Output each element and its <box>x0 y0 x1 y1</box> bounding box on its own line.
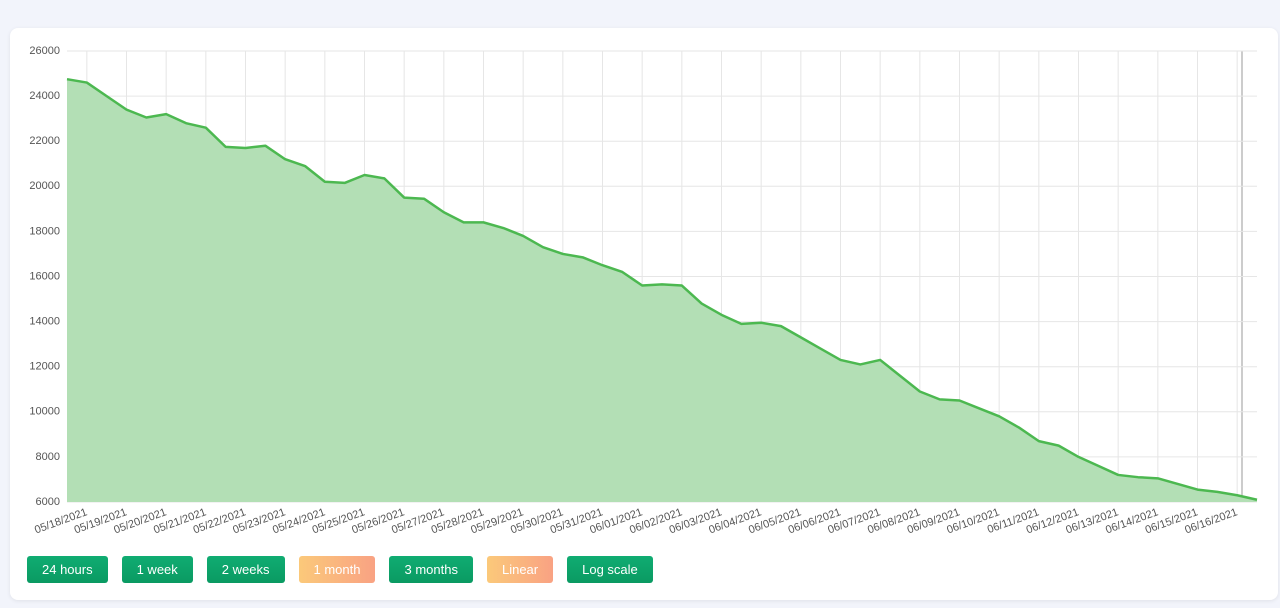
area <box>67 79 1257 502</box>
y-tick-label: 20000 <box>29 180 60 192</box>
y-tick-label: 8000 <box>36 451 60 463</box>
range-button[interactable]: Log scale <box>567 556 653 583</box>
button-bar: 24 hours 1 week 2 weeks 1 month 3 months Line… <box>27 556 653 583</box>
y-tick-label: 18000 <box>29 225 60 237</box>
range-button[interactable]: Linear <box>486 556 554 583</box>
range-button[interactable]: 3 months <box>389 556 473 583</box>
y-tick-label: 6000 <box>36 496 60 508</box>
y-tick-label: 22000 <box>29 135 60 147</box>
range-button[interactable]: 1 week <box>121 556 193 583</box>
y-tick-label: 10000 <box>29 406 60 418</box>
y-tick-label: 26000 <box>29 45 60 57</box>
range-button[interactable]: 1 month <box>298 556 376 583</box>
plot: 6000 8000 10000 12000 14000 16000 18000 20000 22… <box>29 45 1258 536</box>
y-tick-label: 24000 <box>29 90 60 102</box>
y-tick-label: 14000 <box>29 316 60 328</box>
y-tick-label: 12000 <box>29 361 60 373</box>
range-button[interactable]: 2 weeks <box>206 556 285 583</box>
line <box>66 77 1258 501</box>
range-button[interactable]: 24 hours <box>27 556 108 583</box>
y-tick-label: 16000 <box>29 270 60 282</box>
